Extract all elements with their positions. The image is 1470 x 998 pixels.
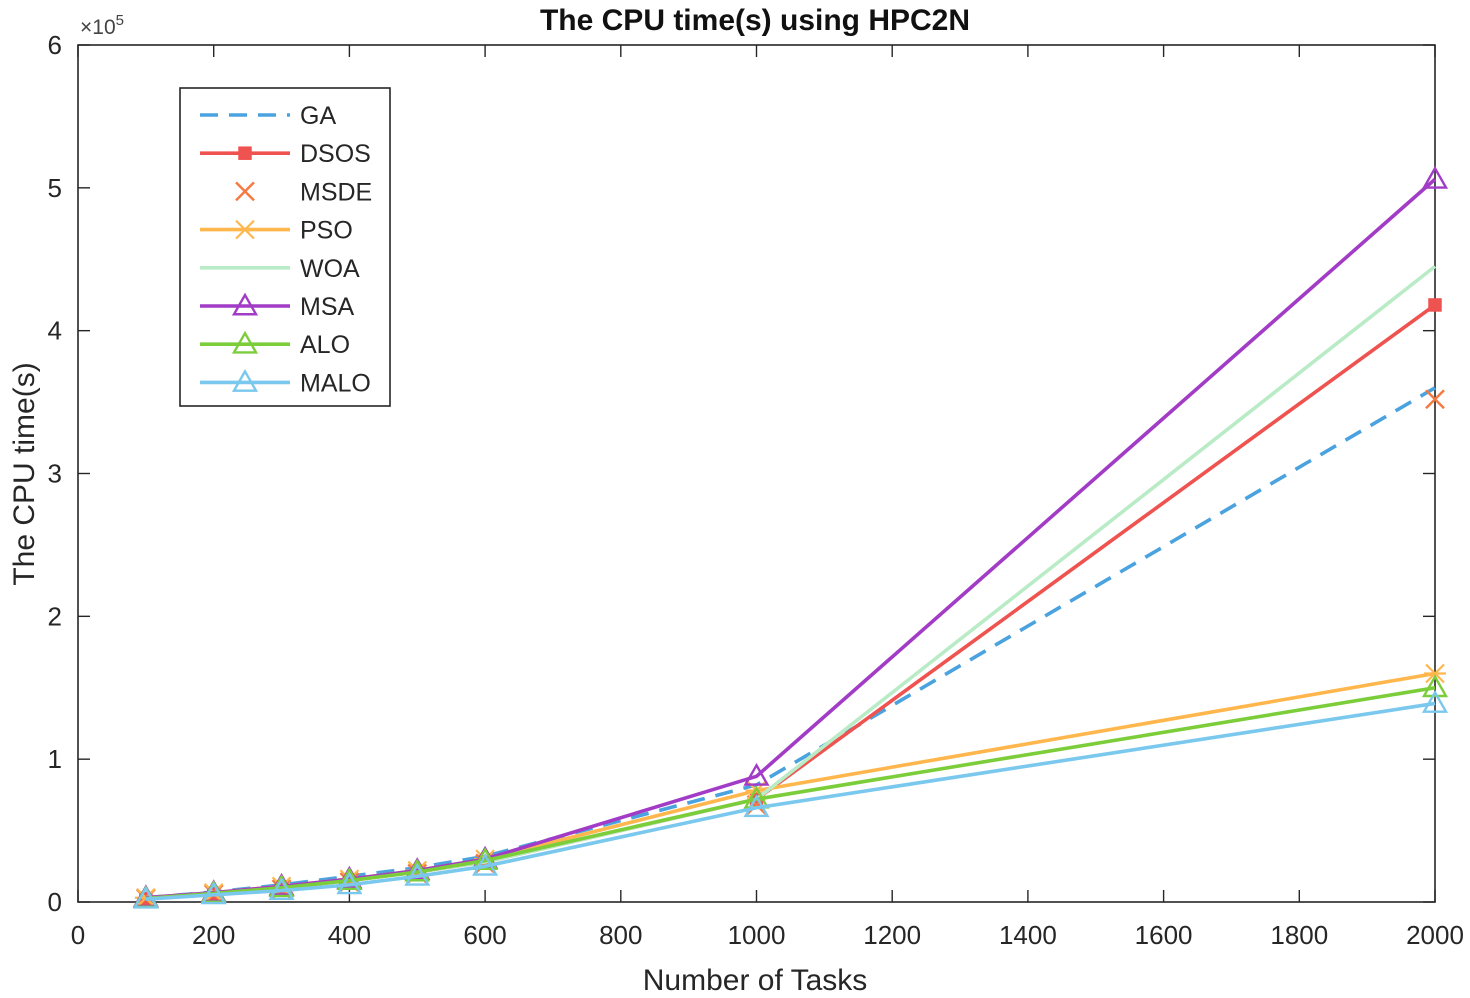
legend-entry-malo: MALO: [200, 368, 371, 397]
data-point-malo: [404, 862, 431, 886]
y-axis-label: The CPU time(s): [8, 362, 41, 585]
legend-entry-alo: ALO: [200, 330, 350, 359]
y-tick-label: 6: [48, 30, 62, 60]
x-tick-label: 400: [328, 920, 371, 950]
legend-box: [179, 87, 391, 407]
x-tick-label: 1200: [863, 920, 921, 950]
series-line-ga: [145, 386, 1436, 900]
legend-entry-ga: GA: [200, 102, 336, 130]
legend-marker-msde: [235, 181, 255, 202]
legend: GA DSOS MSDE PSO WOA MSA ALO MALO: [179, 87, 391, 407]
data-point-pso: [1424, 663, 1446, 684]
y-axis-multiplier-base: ×10: [80, 16, 116, 39]
legend-label-woa: WOA: [300, 255, 360, 283]
series-layer: [132, 165, 1449, 909]
data-point-msde-b: [1425, 389, 1445, 410]
data-point-msa: [743, 762, 770, 786]
y-tick-label: 3: [48, 459, 62, 489]
legend-entry-woa: WOA: [200, 255, 360, 283]
legend-marker-pso: [234, 219, 256, 240]
y-axis-ticks: 0 1 2 3 4 5 6: [48, 30, 1435, 917]
data-point-malo: [472, 852, 499, 876]
legend-marker-dsos: [238, 146, 252, 160]
x-tick-label: 1000: [728, 920, 786, 950]
data-point-malo: [743, 794, 770, 818]
y-tick-label: 4: [48, 316, 62, 346]
x-tick-label: 800: [599, 920, 642, 950]
data-point-malo: [1421, 690, 1449, 713]
data-point-malo: [132, 885, 159, 909]
series-line-malo: [145, 701, 1436, 901]
data-point-dsos: [1428, 298, 1442, 312]
data-point-malo: [268, 877, 295, 901]
x-tick-label: 600: [463, 920, 506, 950]
data-point-alo: [472, 847, 499, 871]
y-tick-label: 5: [48, 173, 62, 203]
legend-entry-pso: PSO: [200, 217, 353, 245]
x-tick-label: 2000: [1406, 920, 1464, 950]
legend-label-alo: ALO: [300, 331, 350, 359]
legend-entry-msa: MSA: [200, 292, 355, 321]
legend-marker-msa: [231, 292, 259, 316]
legend-marker-msde-b: [235, 181, 255, 202]
x-axis-ticks: 0 200 400 600 800 1000 1200 1400 1600 1800 2000: [71, 45, 1464, 950]
data-point-alo: [336, 867, 363, 891]
data-point-malo: [200, 881, 227, 905]
legend-label-ga: GA: [300, 102, 336, 130]
legend-label-dsos: DSOS: [300, 140, 371, 168]
series-malo: [132, 690, 1449, 909]
data-point-alo: [268, 874, 295, 898]
data-point-msa: [1421, 165, 1449, 189]
data-point-msde: [1425, 389, 1445, 410]
y-tick-label: 1: [48, 744, 62, 774]
legend-label-msde: MSDE: [300, 178, 372, 206]
legend-marker-malo: [231, 368, 259, 392]
legend-label-malo: MALO: [300, 369, 371, 397]
legend-label-pso: PSO: [300, 217, 353, 245]
legend-entry-dsos: DSOS: [200, 140, 371, 168]
data-point-malo: [336, 871, 363, 895]
legend-label-msa: MSA: [300, 293, 355, 321]
x-tick-label: 0: [71, 920, 85, 950]
y-axis-multiplier: ×105: [80, 12, 124, 39]
legend-marker-alo: [231, 330, 259, 354]
y-tick-label: 2: [48, 601, 62, 631]
y-axis-multiplier-exponent: 5: [116, 12, 124, 29]
x-tick-label: 1800: [1270, 920, 1328, 950]
x-axis-label: Number of Tasks: [643, 964, 868, 997]
y-tick-label: 0: [48, 887, 62, 917]
x-tick-label: 1600: [1135, 920, 1193, 950]
x-tick-label: 1400: [999, 920, 1057, 950]
x-tick-label: 200: [192, 920, 235, 950]
data-point-alo: [1421, 674, 1449, 698]
series-ga: [145, 386, 1436, 900]
data-point-alo: [404, 858, 431, 882]
legend-entry-msde: MSDE: [235, 178, 372, 206]
chart-title: The CPU time(s) using HPC2N: [540, 4, 970, 37]
